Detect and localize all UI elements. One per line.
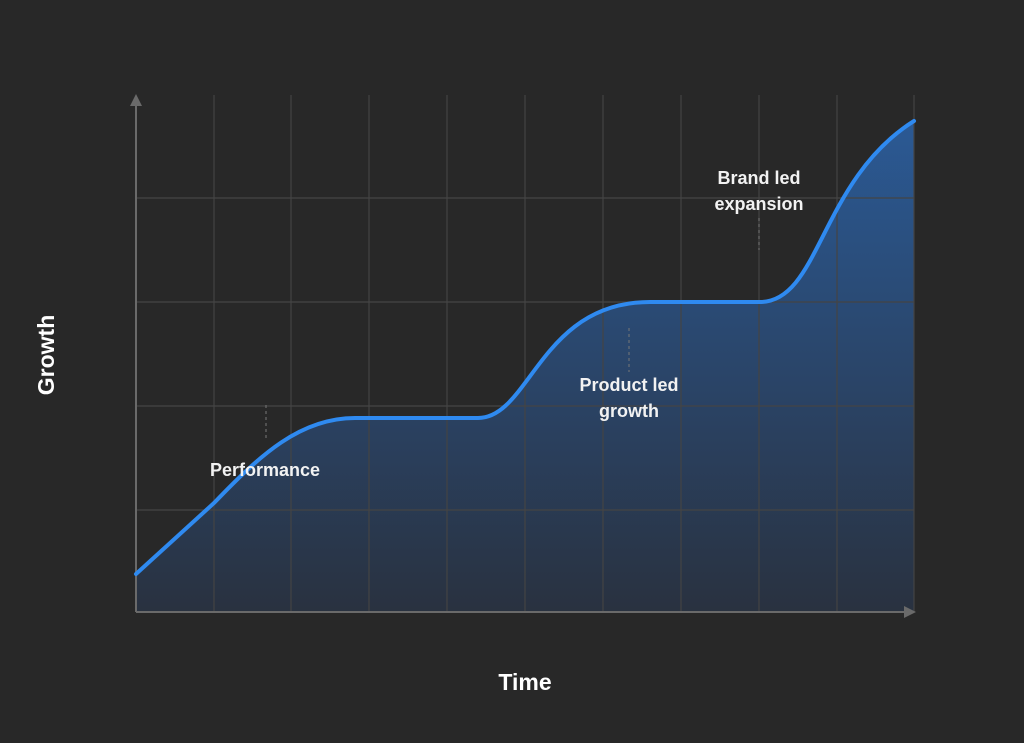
annotation: Product led — [579, 375, 678, 395]
grid — [136, 95, 915, 612]
x-axis-label: Time — [498, 669, 551, 695]
annotation: Performance — [210, 460, 320, 480]
y-axis-label: Growth — [33, 315, 59, 396]
annotation: growth — [599, 401, 659, 421]
x-axis-arrow — [904, 606, 916, 618]
annotation: expansion — [714, 194, 803, 214]
growth-area — [136, 121, 914, 612]
annotation: Brand led — [717, 168, 800, 188]
y-axis-arrow — [130, 94, 142, 106]
growth-curve — [134, 119, 916, 576]
